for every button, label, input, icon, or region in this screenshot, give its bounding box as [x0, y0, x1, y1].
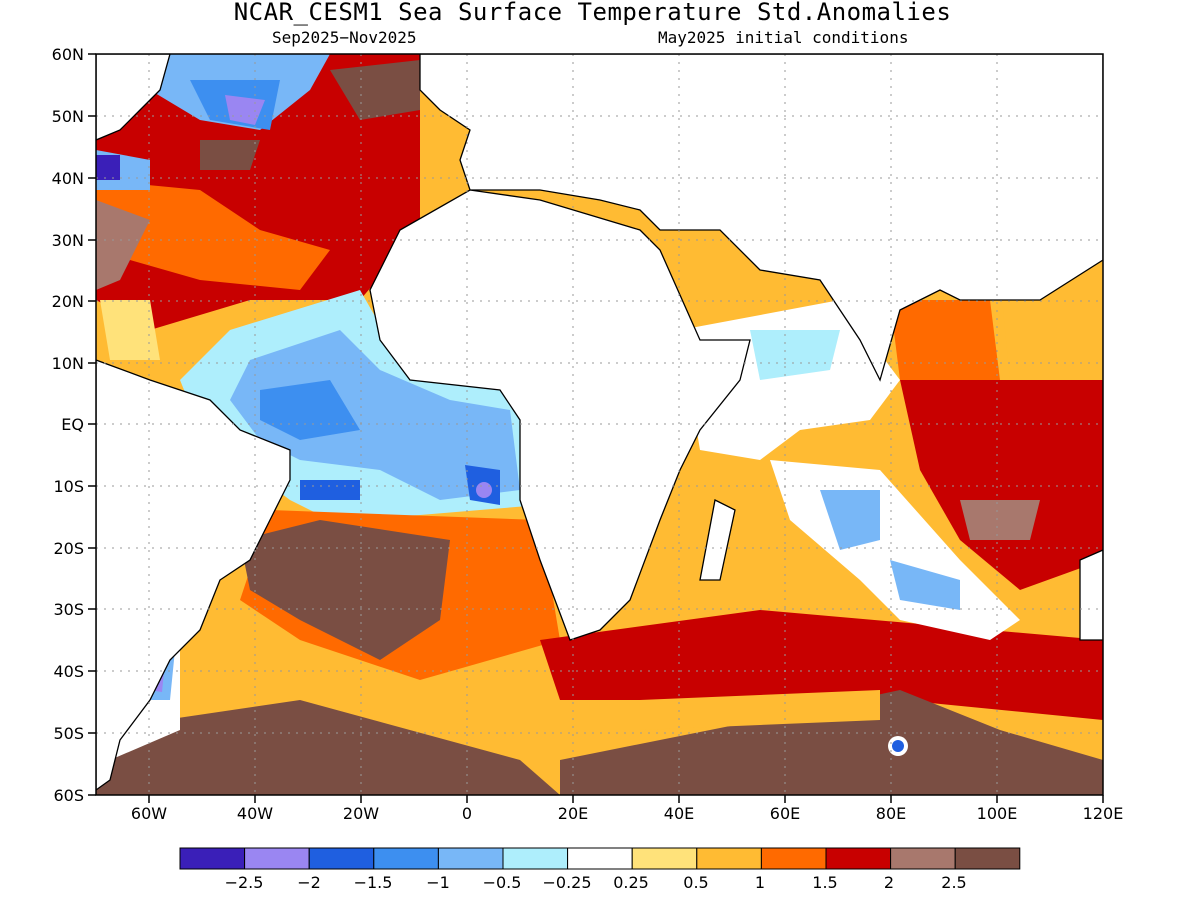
lon-label: 40E	[663, 804, 695, 823]
initial-conditions: May2025 initial conditions	[658, 28, 909, 47]
colorbar-label: −0.5	[482, 873, 522, 892]
lon-label: 20E	[557, 804, 589, 823]
lon-label: 40W	[236, 804, 274, 823]
lon-label: 20W	[342, 804, 380, 823]
lon-label: 100E	[976, 804, 1018, 823]
colorbar-swatch	[954, 847, 1021, 870]
lon-label: 60W	[130, 804, 168, 823]
colorbar-label: −2	[297, 873, 321, 892]
colorbar-swatch	[308, 847, 375, 870]
colorbar-label: 0.25	[613, 873, 649, 892]
colorbar-swatch	[244, 847, 310, 870]
colorbar-label: −1.5	[353, 873, 393, 892]
graticule	[96, 54, 1103, 795]
lon-label: 120E	[1082, 804, 1124, 823]
lat-label: 60N	[51, 45, 84, 64]
lat-label: 40S	[53, 662, 84, 681]
colorbar-label: 2.5	[941, 873, 967, 892]
lat-label: 50S	[53, 724, 84, 743]
colorbar-swatch	[373, 847, 439, 870]
colorbar-swatch	[502, 847, 569, 870]
colorbar-label: 1.5	[812, 873, 838, 892]
map-title: NCAR_CESM1 Sea Surface Temperature Std.A…	[233, 0, 952, 26]
colorbar-swatch	[890, 847, 956, 870]
lat-label: EQ	[61, 415, 84, 434]
lat-label: 10S	[53, 477, 84, 496]
colorbar-swatch	[179, 847, 246, 870]
lat-label: 60S	[53, 786, 84, 805]
colorbar-swatch	[631, 847, 698, 870]
landmass	[96, 54, 1103, 791]
colorbar-swatch	[825, 847, 892, 870]
colorbar-swatch	[567, 847, 633, 870]
colorbar-label: 2	[883, 873, 895, 892]
lat-label: 20S	[53, 539, 84, 558]
lat-label: 50N	[51, 107, 84, 126]
forecast-period: Sep2025−Nov2025	[272, 28, 417, 47]
colorbar-label: −2.5	[224, 873, 264, 892]
colorbar-label: −0.25	[542, 873, 592, 892]
colorbar-label: 0.5	[683, 873, 709, 892]
colorbar-swatch	[437, 847, 504, 870]
lat-label: 30N	[51, 231, 84, 250]
tick-marks	[88, 53, 1104, 803]
lon-label: 60E	[769, 804, 801, 823]
colorbar-label: −1	[426, 873, 450, 892]
lat-label: 40N	[51, 169, 84, 188]
lat-label: 10N	[51, 354, 84, 373]
lon-label: 80E	[875, 804, 907, 823]
colorbar-swatch	[696, 847, 762, 870]
lat-label: 30S	[53, 600, 84, 619]
colorbar	[179, 847, 1021, 870]
lon-label: 0	[461, 804, 473, 823]
colorbar-label: 1	[754, 873, 766, 892]
lat-label: 20N	[51, 292, 84, 311]
colorbar-swatch	[760, 847, 827, 870]
